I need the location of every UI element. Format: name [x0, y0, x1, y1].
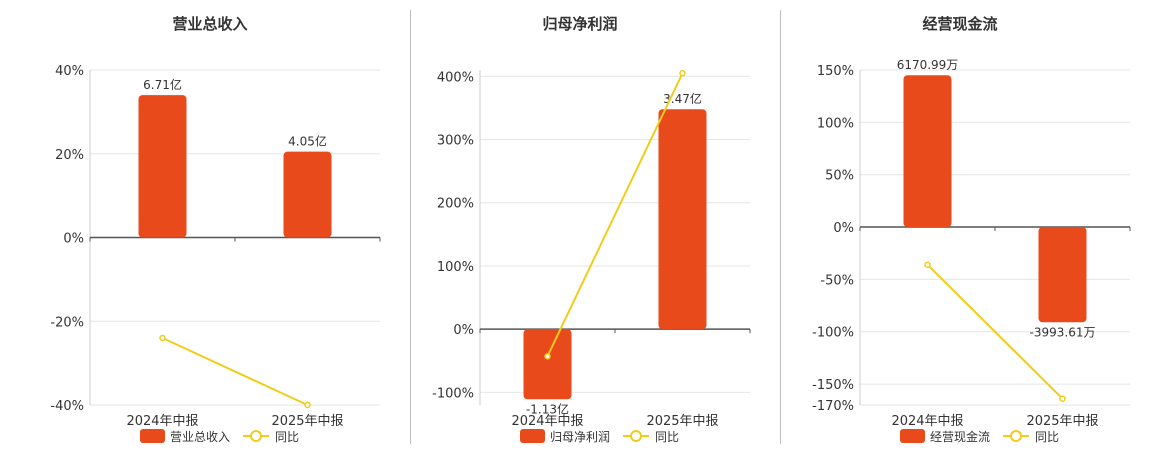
y-tick-label: 100%	[437, 260, 474, 275]
legend-line-marker	[1010, 430, 1022, 442]
net-profit-chart: 归母净利润 400% 300% 200% 100% 0% -100% -1.13亿 3.47亿 2…	[432, 15, 751, 444]
yoy-point	[679, 69, 686, 77]
yoy-line	[926, 264, 1064, 400]
legend-bar-label: 归母净利润	[550, 430, 610, 444]
bar	[1038, 227, 1087, 323]
y-tick-label: 400%	[437, 70, 474, 85]
bar-data-label: -1.13亿	[526, 401, 569, 416]
bar-data-label: 3.47亿	[663, 91, 702, 106]
y-tick-label: -150%	[812, 378, 854, 393]
y-tick-label: -100%	[432, 386, 474, 401]
x-category-label: 2025年中报	[1026, 414, 1098, 429]
y-tick-label: -40%	[50, 399, 84, 414]
bar	[283, 151, 332, 238]
revenue-chart-panel: 营业总收入 40% 20% 0% -20% -40% 6.71亿 4.05亿 2024年中报 20…	[20, 0, 390, 450]
bar-data-label: 6.71亿	[143, 77, 182, 92]
legend-bar-label: 营业总收入	[170, 430, 230, 444]
x-category-label: 2024年中报	[126, 414, 198, 429]
chart-title: 经营现金流	[922, 15, 997, 33]
y-tick-label: -50%	[820, 273, 854, 288]
legend-bar-swatch	[900, 429, 925, 443]
y-tick-label: 300%	[437, 134, 474, 149]
net-profit-chart-panel: 归母净利润 400% 300% 200% 100% 0% -100% -1.13亿 3.47亿 2…	[395, 0, 765, 450]
bar-data-label: 4.05亿	[288, 134, 327, 149]
x-category-label: 2025年中报	[646, 414, 718, 429]
x-category-label: 2024年中报	[511, 414, 583, 429]
panel-divider	[780, 10, 781, 444]
y-tick-label: 100%	[817, 116, 854, 131]
y-tick-label: 150%	[817, 64, 854, 79]
chart-title: 归母净利润	[542, 15, 617, 33]
x-category-label: 2025年中报	[271, 414, 343, 429]
bar	[658, 109, 707, 330]
legend-bar-label: 经营现金流	[930, 429, 990, 444]
yoy-line	[162, 337, 308, 406]
y-tick-label: 0%	[63, 232, 84, 247]
cash-flow-chart: 经营现金流 150% 100% 50% 0% -50% -100% -150% -170% 617…	[812, 15, 1131, 444]
legend-line-label: 同比	[655, 430, 679, 444]
bar	[138, 95, 187, 238]
legend-line-label: 同比	[275, 430, 299, 444]
yoy-line	[546, 72, 684, 357]
legend-line-marker	[250, 430, 262, 442]
revenue-chart: 营业总收入 40% 20% 0% -20% -40% 6.71亿 4.05亿 2024年中报 20…	[50, 15, 381, 444]
yoy-point	[159, 334, 166, 342]
yoy-point	[304, 401, 311, 409]
legend-bar-swatch	[520, 429, 545, 443]
y-tick-label: 0%	[453, 323, 474, 338]
y-tick-label: -100%	[812, 326, 854, 341]
bar-data-label: -3993.61万	[1030, 325, 1096, 339]
y-tick-label: 20%	[55, 148, 84, 163]
y-tick-label: 50%	[825, 169, 854, 184]
legend-bar-swatch	[140, 429, 165, 443]
y-tick-label: 40%	[55, 64, 84, 79]
legend-line-label: 同比	[1035, 430, 1059, 444]
y-tick-label: 0%	[833, 221, 854, 236]
x-category-label: 2024年中报	[891, 414, 963, 429]
panel-divider	[410, 10, 411, 444]
yoy-point	[1059, 395, 1066, 402]
cash-flow-chart-panel: 经营现金流 150% 100% 50% 0% -50% -100% -150% -170% 617…	[770, 0, 1140, 450]
y-tick-label: -20%	[50, 315, 84, 330]
yoy-point	[544, 353, 551, 360]
bar	[523, 329, 572, 400]
y-tick-label: -170%	[812, 399, 854, 414]
bar-data-label: 6170.99万	[897, 58, 959, 72]
legend-line-marker	[630, 430, 642, 442]
y-tick-label: 200%	[437, 197, 474, 212]
chart-title: 营业总收入	[172, 15, 247, 33]
yoy-point	[924, 261, 931, 268]
bar	[903, 75, 952, 228]
